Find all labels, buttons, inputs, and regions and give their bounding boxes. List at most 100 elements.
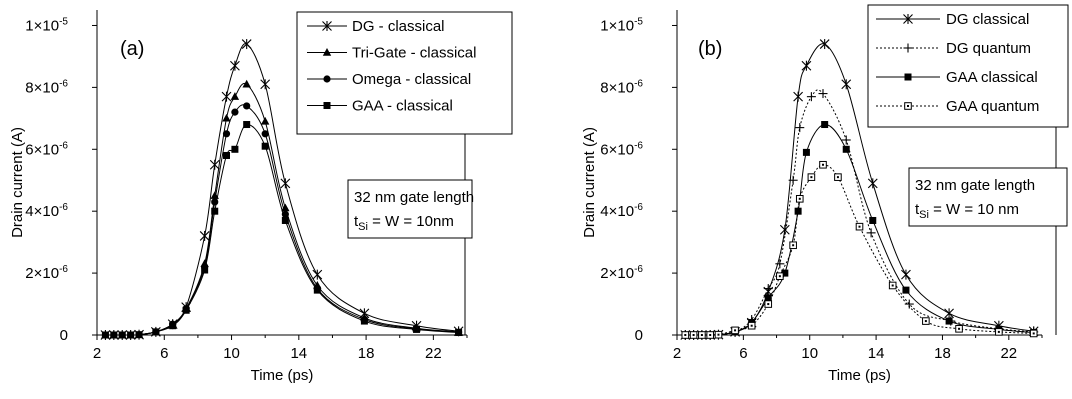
legend-label: GAA quantum	[946, 98, 1039, 115]
x-tick-label: 6	[160, 345, 168, 362]
data-point	[731, 326, 739, 335]
data-point	[789, 241, 797, 250]
data-point	[776, 272, 784, 280]
x-axis-label: Time (ps)	[828, 367, 891, 384]
data-point	[223, 151, 230, 159]
data-point	[866, 227, 877, 238]
series-gaa-quantum	[681, 160, 1038, 339]
data-point	[413, 325, 421, 333]
data-point	[243, 102, 251, 110]
data-point	[101, 331, 109, 339]
x-tick-label: 18	[934, 345, 951, 362]
data-point	[888, 281, 897, 290]
legend-label: DG classical	[946, 11, 1029, 28]
data-point	[900, 269, 912, 281]
y-tick-label: 8×10-6	[600, 78, 643, 96]
legend-entry-dg-classical: DG classical	[876, 11, 1029, 28]
legend-swatch-marker	[323, 75, 331, 83]
annotation-line-2: tSi = W = 10nm	[354, 213, 454, 233]
legend-box	[867, 4, 1069, 128]
legend-entry-dg-quantum: DG quantum	[876, 40, 1031, 57]
panel-label: (b)	[698, 38, 722, 60]
data-point	[135, 331, 143, 339]
data-point	[802, 148, 810, 156]
data-point	[801, 60, 812, 72]
data-point	[821, 121, 829, 129]
data-point	[182, 306, 190, 314]
annotation-box	[347, 179, 473, 239]
annotation-line-1: 32 nm gate length	[354, 189, 474, 206]
data-point	[955, 325, 963, 333]
data-point	[169, 322, 177, 330]
data-point	[841, 78, 852, 90]
x-tick-label: 2	[93, 345, 101, 362]
legend: DG classical DG quantum GAA classical GAA q…	[867, 4, 1069, 128]
legend-entry-dg-classical: DG - classical	[307, 18, 445, 35]
y-tick-label: 1×10-5	[600, 16, 643, 34]
data-point	[922, 317, 930, 325]
data-point	[280, 177, 291, 189]
data-point	[902, 286, 910, 294]
data-point	[706, 331, 714, 339]
data-point	[261, 130, 269, 138]
legend-label: GAA - classical	[352, 98, 453, 115]
y-tick-label: 8×10-6	[25, 78, 68, 96]
data-point	[869, 216, 877, 224]
x-tick-label: 2	[673, 345, 681, 362]
x-tick-label: 10	[223, 345, 240, 362]
data-point	[714, 330, 723, 339]
data-point	[806, 91, 817, 102]
data-point	[842, 145, 850, 153]
data-point	[110, 331, 118, 339]
annotation-line-2: tSi = W = 10 nm	[915, 201, 1019, 221]
y-axis-label: Drain current (A)	[9, 127, 26, 238]
data-point	[944, 307, 955, 319]
data-point	[261, 142, 269, 150]
data-point	[243, 121, 251, 129]
data-point	[689, 331, 698, 339]
data-point	[793, 91, 804, 103]
chart-panel-b: 2 6 10 14 18 22 0 2×10-6 4×10-6 6×10-6 8×10-6 1×10-…	[581, 4, 1069, 384]
data-point	[211, 207, 219, 215]
data-point	[779, 224, 790, 236]
y-tick-label: 4×10-6	[600, 202, 643, 220]
data-point	[794, 122, 805, 133]
data-point	[747, 321, 756, 330]
data-point	[834, 173, 842, 181]
data-point	[152, 328, 160, 336]
data-point	[221, 91, 232, 103]
annotation-line-1: 32 nm gate length	[915, 177, 1035, 194]
x-tick-label: 10	[801, 345, 818, 362]
data-point	[313, 286, 321, 294]
x-tick-label: 6	[739, 345, 747, 362]
legend-label: GAA classical	[946, 69, 1038, 86]
y-tick-label: 6×10-6	[25, 140, 68, 158]
data-point	[819, 160, 827, 169]
data-point	[698, 331, 706, 339]
data-point	[455, 329, 463, 337]
y-tick-label: 0	[60, 327, 68, 344]
x-tick-label: 14	[290, 345, 307, 362]
data-point	[231, 108, 239, 116]
data-point	[222, 130, 231, 138]
data-point	[230, 92, 240, 100]
legend-entry-tri-gate-classical: Tri-Gate - classical	[307, 45, 476, 62]
legend-swatch-marker	[904, 73, 912, 81]
legend-entry-gaa-classical: GAA classical	[876, 69, 1038, 86]
x-tick-label: 22	[425, 345, 442, 362]
legend-entry-omega-classical: Omega - classical	[307, 71, 471, 88]
data-point	[209, 159, 220, 171]
y-tick-label: 2×10-6	[25, 264, 68, 282]
data-point	[360, 317, 368, 325]
annotation-box	[908, 167, 1068, 227]
y-tick-label: 1×10-5	[25, 16, 68, 34]
y-axis-label: Drain current (A)	[581, 127, 598, 238]
data-point	[807, 173, 816, 181]
data-point	[231, 145, 239, 153]
data-point	[229, 60, 240, 72]
data-point	[681, 331, 690, 339]
data-point	[201, 266, 209, 274]
data-point	[855, 222, 864, 231]
